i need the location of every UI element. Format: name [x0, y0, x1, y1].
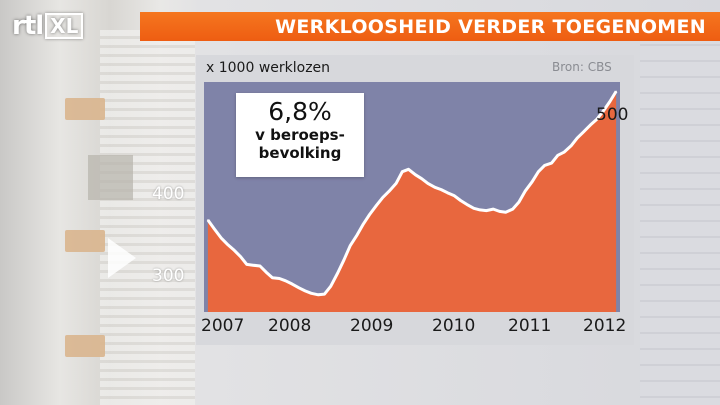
- data-point: [226, 243, 229, 245]
- data-point: [310, 292, 313, 295]
- data-point: [427, 182, 429, 185]
- data-point: [336, 272, 339, 274]
- data-point: [576, 137, 578, 139]
- background-shelf: [65, 335, 105, 357]
- source-label: Bron: CBS: [552, 60, 612, 74]
- data-point: [304, 290, 306, 292]
- data-point: [323, 293, 326, 295]
- data-point: [473, 207, 475, 210]
- channel-logo: rtl XL: [12, 11, 84, 41]
- data-point: [557, 154, 559, 157]
- rate-callout: 6,8% v beroeps- bevolking: [236, 93, 364, 177]
- y-tick-400: 400: [152, 184, 185, 204]
- data-point: [524, 190, 526, 192]
- rate-value: 6,8%: [268, 97, 332, 126]
- data-point: [284, 280, 287, 282]
- data-point: [252, 264, 254, 267]
- headline-text: WERKLOOSHEID VERDER TOEGENOMEN: [275, 15, 706, 38]
- unemployment-line: [206, 90, 618, 297]
- data-point: [420, 177, 423, 180]
- data-point: [368, 213, 371, 216]
- background-play-shape: [108, 238, 136, 278]
- y-axis-label: x 1000 werklozen: [206, 60, 331, 76]
- data-point: [518, 201, 520, 203]
- data-point: [213, 227, 215, 230]
- unemployment-area: [207, 91, 617, 313]
- rate-caption-line2: bevolking: [258, 144, 342, 162]
- data-point: [602, 110, 604, 113]
- data-point: [317, 294, 320, 296]
- data-point: [388, 190, 390, 192]
- data-point: [453, 195, 456, 197]
- x-tick-2012: 2012: [583, 316, 627, 336]
- data-point: [259, 265, 261, 267]
- data-point: [531, 181, 533, 183]
- x-tick-2009: 2009: [350, 316, 394, 336]
- data-point: [356, 234, 359, 236]
- data-point: [466, 203, 468, 206]
- data-point: [343, 259, 345, 261]
- data-point: [609, 100, 611, 103]
- data-point: [504, 211, 507, 213]
- data-point: [207, 219, 209, 221]
- data-point: [414, 174, 417, 176]
- background-box: [88, 155, 133, 200]
- headline-bar: WERKLOOSHEID VERDER TOEGENOMEN: [140, 12, 720, 41]
- data-point: [434, 186, 436, 189]
- data-point: [570, 145, 572, 147]
- data-point: [298, 287, 300, 289]
- data-point: [291, 283, 293, 285]
- data-point: [265, 271, 268, 274]
- data-point: [589, 124, 592, 126]
- data-point: [349, 244, 352, 247]
- data-point: [595, 118, 598, 121]
- x-tick-2010: 2010: [432, 316, 476, 336]
- data-point: [407, 168, 410, 171]
- background-shelf: [65, 230, 105, 252]
- x-tick-2011: 2011: [508, 316, 552, 336]
- logo-xl-text: XL: [45, 13, 84, 39]
- data-point: [329, 285, 332, 288]
- data-point: [485, 209, 488, 212]
- data-point: [362, 223, 365, 225]
- background-wall: [640, 30, 720, 405]
- data-point: [550, 162, 553, 164]
- data-point: [543, 164, 546, 167]
- data-point: [375, 204, 378, 206]
- logo-rtl-text: rtl: [12, 11, 44, 41]
- background-document: [100, 30, 195, 405]
- data-point: [511, 208, 514, 210]
- data-point: [440, 188, 443, 191]
- data-point: [492, 208, 495, 210]
- data-point: [271, 276, 274, 279]
- data-point: [382, 196, 384, 199]
- x-tick-2007: 2007: [201, 316, 245, 336]
- data-point: [220, 237, 222, 239]
- data-point: [401, 170, 404, 173]
- data-point: [278, 277, 281, 280]
- data-point: [395, 182, 397, 185]
- background-shelf: [65, 98, 105, 120]
- data-point: [563, 151, 565, 153]
- y-tick-500: 500: [596, 105, 629, 125]
- data-point: [459, 199, 462, 202]
- data-point: [615, 90, 617, 93]
- data-point: [582, 131, 585, 133]
- data-point: [498, 210, 501, 213]
- x-tick-2008: 2008: [268, 316, 312, 336]
- data-point: [239, 255, 242, 258]
- data-point: [479, 209, 481, 211]
- data-point: [537, 170, 540, 173]
- rate-caption-line1: v beroeps-: [255, 126, 345, 144]
- data-point: [446, 191, 449, 194]
- data-point: [246, 263, 248, 266]
- y-tick-300: 300: [152, 266, 185, 286]
- data-point: [232, 248, 235, 251]
